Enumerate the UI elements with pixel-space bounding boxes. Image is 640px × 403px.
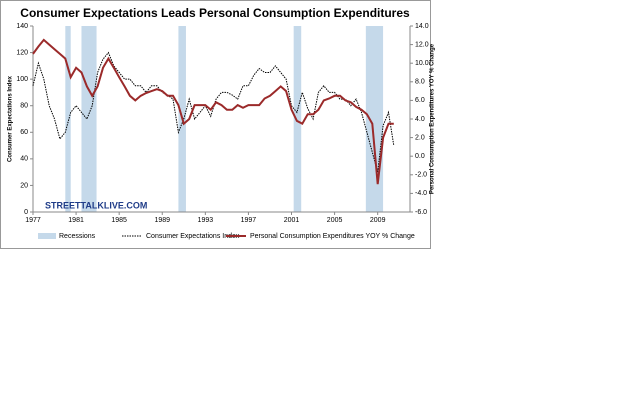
x-tick-label: 2009 [370, 217, 386, 224]
legend-swatch [38, 233, 56, 239]
recession-band [81, 26, 97, 212]
legend-label: Personal Consumption Expenditures YOY % … [250, 233, 415, 240]
x-tick-label: 1977 [25, 217, 41, 224]
y-tick-label: 140 [16, 23, 28, 30]
y2-tick-label: 14.0 [415, 23, 429, 30]
y-tick-label: 60 [20, 129, 28, 136]
x-tick-label: 1985 [111, 217, 127, 224]
y-tick-label: 120 [16, 49, 28, 56]
y2-tick-label: -6.0 [415, 209, 427, 216]
y2-tick-label: 4.0 [415, 116, 425, 123]
y2-tick-label: 6.0 [415, 97, 425, 104]
data-line [32, 38, 394, 185]
y2-tick-label: 10.0 [415, 60, 429, 67]
y2-tick-label: -4.0 [415, 190, 427, 197]
chart-frame [0, 0, 431, 249]
y2-tick-label: 12.0 [415, 41, 429, 48]
y2-tick-label: 2.0 [415, 134, 425, 141]
legend-label: Recessions [59, 233, 96, 240]
x-tick-label: 1993 [198, 217, 214, 224]
y-axis-title: Consumer Expectations Index [8, 75, 14, 162]
x-tick-label: 1997 [241, 217, 257, 224]
recession-band [65, 26, 71, 212]
recession-band [293, 26, 302, 212]
x-tick-label: 1989 [154, 217, 170, 224]
y-tick-label: 20 [20, 182, 28, 189]
y2-tick-label: 8.0 [415, 79, 425, 86]
y-tick-label: 100 [16, 76, 28, 83]
watermark: STREETTALKLIVE.COM [45, 200, 147, 210]
y2-tick-label: -2.0 [415, 172, 427, 179]
x-tick-label: 2001 [284, 217, 300, 224]
recession-band [365, 26, 384, 212]
legend-label: Consumer Expectations Index [146, 233, 240, 240]
y2-tick-label: 0.0 [415, 153, 425, 160]
x-tick-label: 1981 [68, 217, 84, 224]
chart-title: Consumer Expectations Leads Personal Con… [20, 6, 410, 20]
x-tick-label: 2005 [327, 217, 343, 224]
y-tick-label: 0 [24, 209, 28, 216]
y-tick-label: 80 [20, 103, 28, 110]
y2-axis-title: Personal Consumption Expenditures YOY % … [430, 43, 436, 194]
y-tick-label: 40 [20, 156, 28, 163]
